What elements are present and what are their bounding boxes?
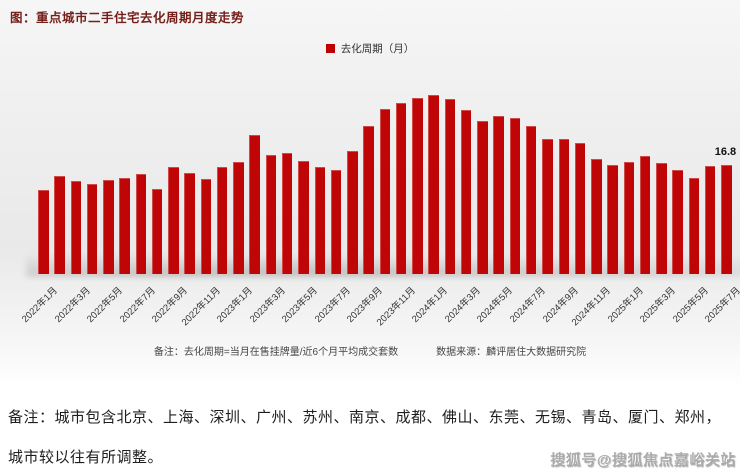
chart-footnotes: 备注：去化周期=当月在售挂牌量/近6个月平均成交套数 数据来源：麟评居住大数据研… bbox=[0, 343, 740, 358]
bar-2024年2月 bbox=[444, 99, 456, 274]
bar-2022年9月 bbox=[168, 166, 179, 274]
bar-2024年11月 bbox=[591, 158, 602, 274]
bar-2023年2月 bbox=[249, 135, 260, 274]
bar-2025年7月 bbox=[721, 164, 732, 274]
bar-2023年8月 bbox=[347, 150, 358, 274]
bar-2025年1月 bbox=[623, 162, 635, 274]
bar-2022年4月 bbox=[86, 184, 98, 274]
chart-panel: 图：重点城市二手住宅去化周期月度走势 去化周期（月） 16.8 2022年1月 2… bbox=[0, 0, 740, 398]
bar-2023年4月 bbox=[281, 152, 293, 274]
bar-2024年12月 bbox=[607, 165, 618, 274]
bar-2023年3月 bbox=[265, 154, 277, 274]
bar-2022年10月 bbox=[184, 173, 195, 274]
bar-2024年7月 bbox=[525, 125, 537, 274]
bar-2023年11月 bbox=[395, 102, 407, 274]
bar-2024年5月 bbox=[493, 116, 504, 274]
chart-legend: 去化周期（月） bbox=[0, 41, 740, 56]
bar-2022年5月 bbox=[103, 179, 114, 274]
bar-2025年6月 bbox=[704, 165, 716, 274]
bar-2024年10月 bbox=[574, 143, 586, 274]
chart-title: 图：重点城市二手住宅去化周期月度走势 bbox=[10, 11, 245, 25]
bar-2022年11月 bbox=[200, 178, 212, 274]
bottom-note-line1: 备注：城市包含北京、上海、深圳、广州、苏州、南京、成都、佛山、东莞、无锡、青岛、… bbox=[8, 410, 722, 426]
bar-2022年7月 bbox=[135, 173, 147, 274]
bar-2025年2月 bbox=[639, 156, 651, 274]
legend-label: 去化周期（月） bbox=[340, 43, 415, 55]
bar-2024年4月 bbox=[477, 120, 488, 274]
bar-2024年1月 bbox=[428, 94, 439, 274]
bottom-note-line2: 城市较以往有所调整。 bbox=[8, 450, 164, 466]
bar-2023年5月 bbox=[298, 160, 309, 274]
bar-2022年2月 bbox=[54, 176, 65, 274]
plot-area: 16.8 bbox=[26, 89, 740, 277]
bar-2022年6月 bbox=[119, 177, 130, 274]
bar-2022年8月 bbox=[151, 188, 163, 274]
bar-series bbox=[38, 89, 732, 274]
bar-2023年7月 bbox=[330, 169, 342, 274]
bar-2023年9月 bbox=[363, 126, 374, 274]
bar-2024年9月 bbox=[558, 139, 569, 274]
last-value-label: 16.8 bbox=[714, 145, 737, 158]
note-source: 数据来源：麟评居住大数据研究院 bbox=[436, 347, 587, 358]
legend-swatch-icon bbox=[325, 44, 335, 53]
bar-2023年1月 bbox=[233, 162, 244, 274]
bar-2023年12月 bbox=[412, 97, 423, 274]
bottom-note: 备注：城市包含北京、上海、深圳、广州、苏州、南京、成都、佛山、东莞、无锡、青岛、… bbox=[8, 398, 732, 476]
bar-2025年4月 bbox=[672, 169, 683, 274]
bar-2025年5月 bbox=[688, 177, 700, 274]
watermark: 搜狐号@搜狐焦点嘉峪关站 bbox=[550, 453, 736, 469]
bar-2024年8月 bbox=[542, 139, 553, 274]
bar-2025年3月 bbox=[656, 162, 667, 274]
bar-2023年10月 bbox=[379, 109, 391, 274]
bar-2024年3月 bbox=[460, 109, 472, 274]
bar-2023年6月 bbox=[314, 167, 326, 274]
bar-2024年6月 bbox=[509, 117, 521, 274]
bar-2022年12月 bbox=[216, 167, 228, 274]
bar-2022年3月 bbox=[70, 180, 82, 274]
bar-2022年1月 bbox=[38, 190, 49, 274]
x-axis-labels: 2022年1月 2022年3月 2022年5月 2022年7月 2022年9月 2022年… bbox=[20, 278, 740, 340]
note-formula: 备注：去化周期=当月在售挂牌量/近6个月平均成交套数 bbox=[153, 347, 399, 358]
